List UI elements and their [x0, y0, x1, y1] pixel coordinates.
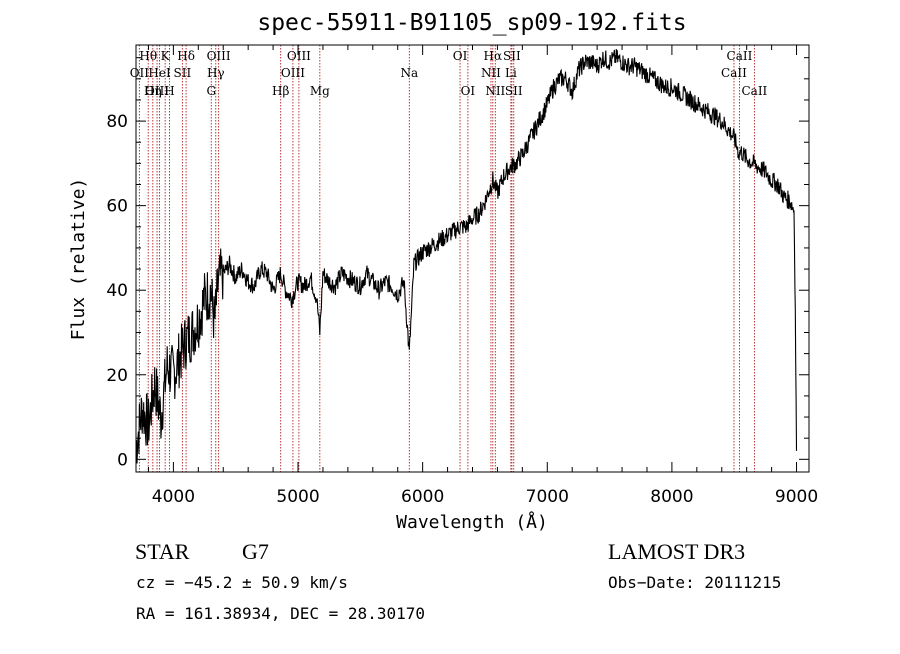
emission-line-label: OI — [453, 49, 468, 63]
redshift-cz: cz = −45.2 ± 50.9 km/s — [136, 573, 348, 592]
x-tick-label: 9000 — [775, 487, 818, 507]
emission-line-label: NII — [485, 84, 505, 98]
emission-line-label: OII — [130, 66, 150, 80]
emission-line-label: OI — [461, 84, 476, 98]
y-tick-label: 0 — [117, 450, 128, 470]
emission-line-label: SII — [503, 49, 521, 63]
x-tick-label: 8000 — [650, 487, 693, 507]
emission-line-label: Hη — [144, 84, 162, 98]
y-tick-label: 60 — [106, 197, 128, 217]
y-axis-label: Flux (relative) — [68, 178, 89, 341]
y-tick-label: 80 — [106, 112, 128, 132]
object-class: STAR — [135, 539, 190, 564]
emission-line-label: OIII — [207, 49, 231, 63]
coordinates: RA = 161.38934, DEC = 28.30170 — [136, 604, 425, 623]
chart-title: spec-55911-B91105_sp09-192.fits — [257, 10, 686, 36]
y-tick-label: 20 — [106, 366, 128, 386]
emission-line-label: H — [164, 84, 174, 98]
emission-line-label: Hδ — [177, 49, 195, 63]
x-tick-label: 6000 — [401, 487, 444, 507]
spectral-subclass: G7 — [242, 539, 269, 564]
emission-line-label: K — [161, 49, 171, 63]
emission-line-label: OIII — [287, 49, 311, 63]
emission-line-label: CaII — [721, 66, 747, 80]
emission-line-label: Mg — [310, 84, 330, 98]
emission-line-label: Li — [505, 66, 517, 80]
emission-line-label: OIII — [281, 66, 305, 80]
emission-line-label: NII — [481, 66, 501, 80]
y-tick-label: 40 — [106, 281, 128, 301]
emission-line-label: SII — [505, 84, 523, 98]
observation-date: Obs−Date: 20111215 — [608, 573, 781, 592]
emission-line-label: Na — [400, 66, 418, 80]
emission-line-label: SII — [174, 66, 192, 80]
emission-line-markers — [138, 45, 755, 472]
x-axis-ticks: 4000 5000 6000 7000 8000 9000 — [147, 45, 818, 507]
emission-line-label: Hθ — [139, 49, 157, 63]
spectrum-series-line — [135, 48, 798, 464]
emission-line-label: CaII — [727, 49, 753, 63]
emission-line-label: Hα — [484, 49, 503, 63]
emission-line-label: Hγ — [207, 66, 225, 80]
y-axis-ticks: 0 20 40 60 80 — [106, 57, 809, 470]
emission-line-label: G — [206, 84, 216, 98]
emission-line-label: OIII — [145, 84, 169, 98]
x-tick-label: 7000 — [526, 487, 569, 507]
x-axis-label: Wavelength (Å) — [396, 511, 548, 533]
survey-name: LAMOST DR3 — [608, 539, 745, 564]
x-tick-label: 5000 — [276, 487, 319, 507]
emission-line-label: Hβ — [272, 84, 289, 98]
emission-line-label: HeI — [148, 66, 171, 80]
x-tick-label: 4000 — [152, 487, 195, 507]
emission-line-label: CaII — [741, 84, 767, 98]
